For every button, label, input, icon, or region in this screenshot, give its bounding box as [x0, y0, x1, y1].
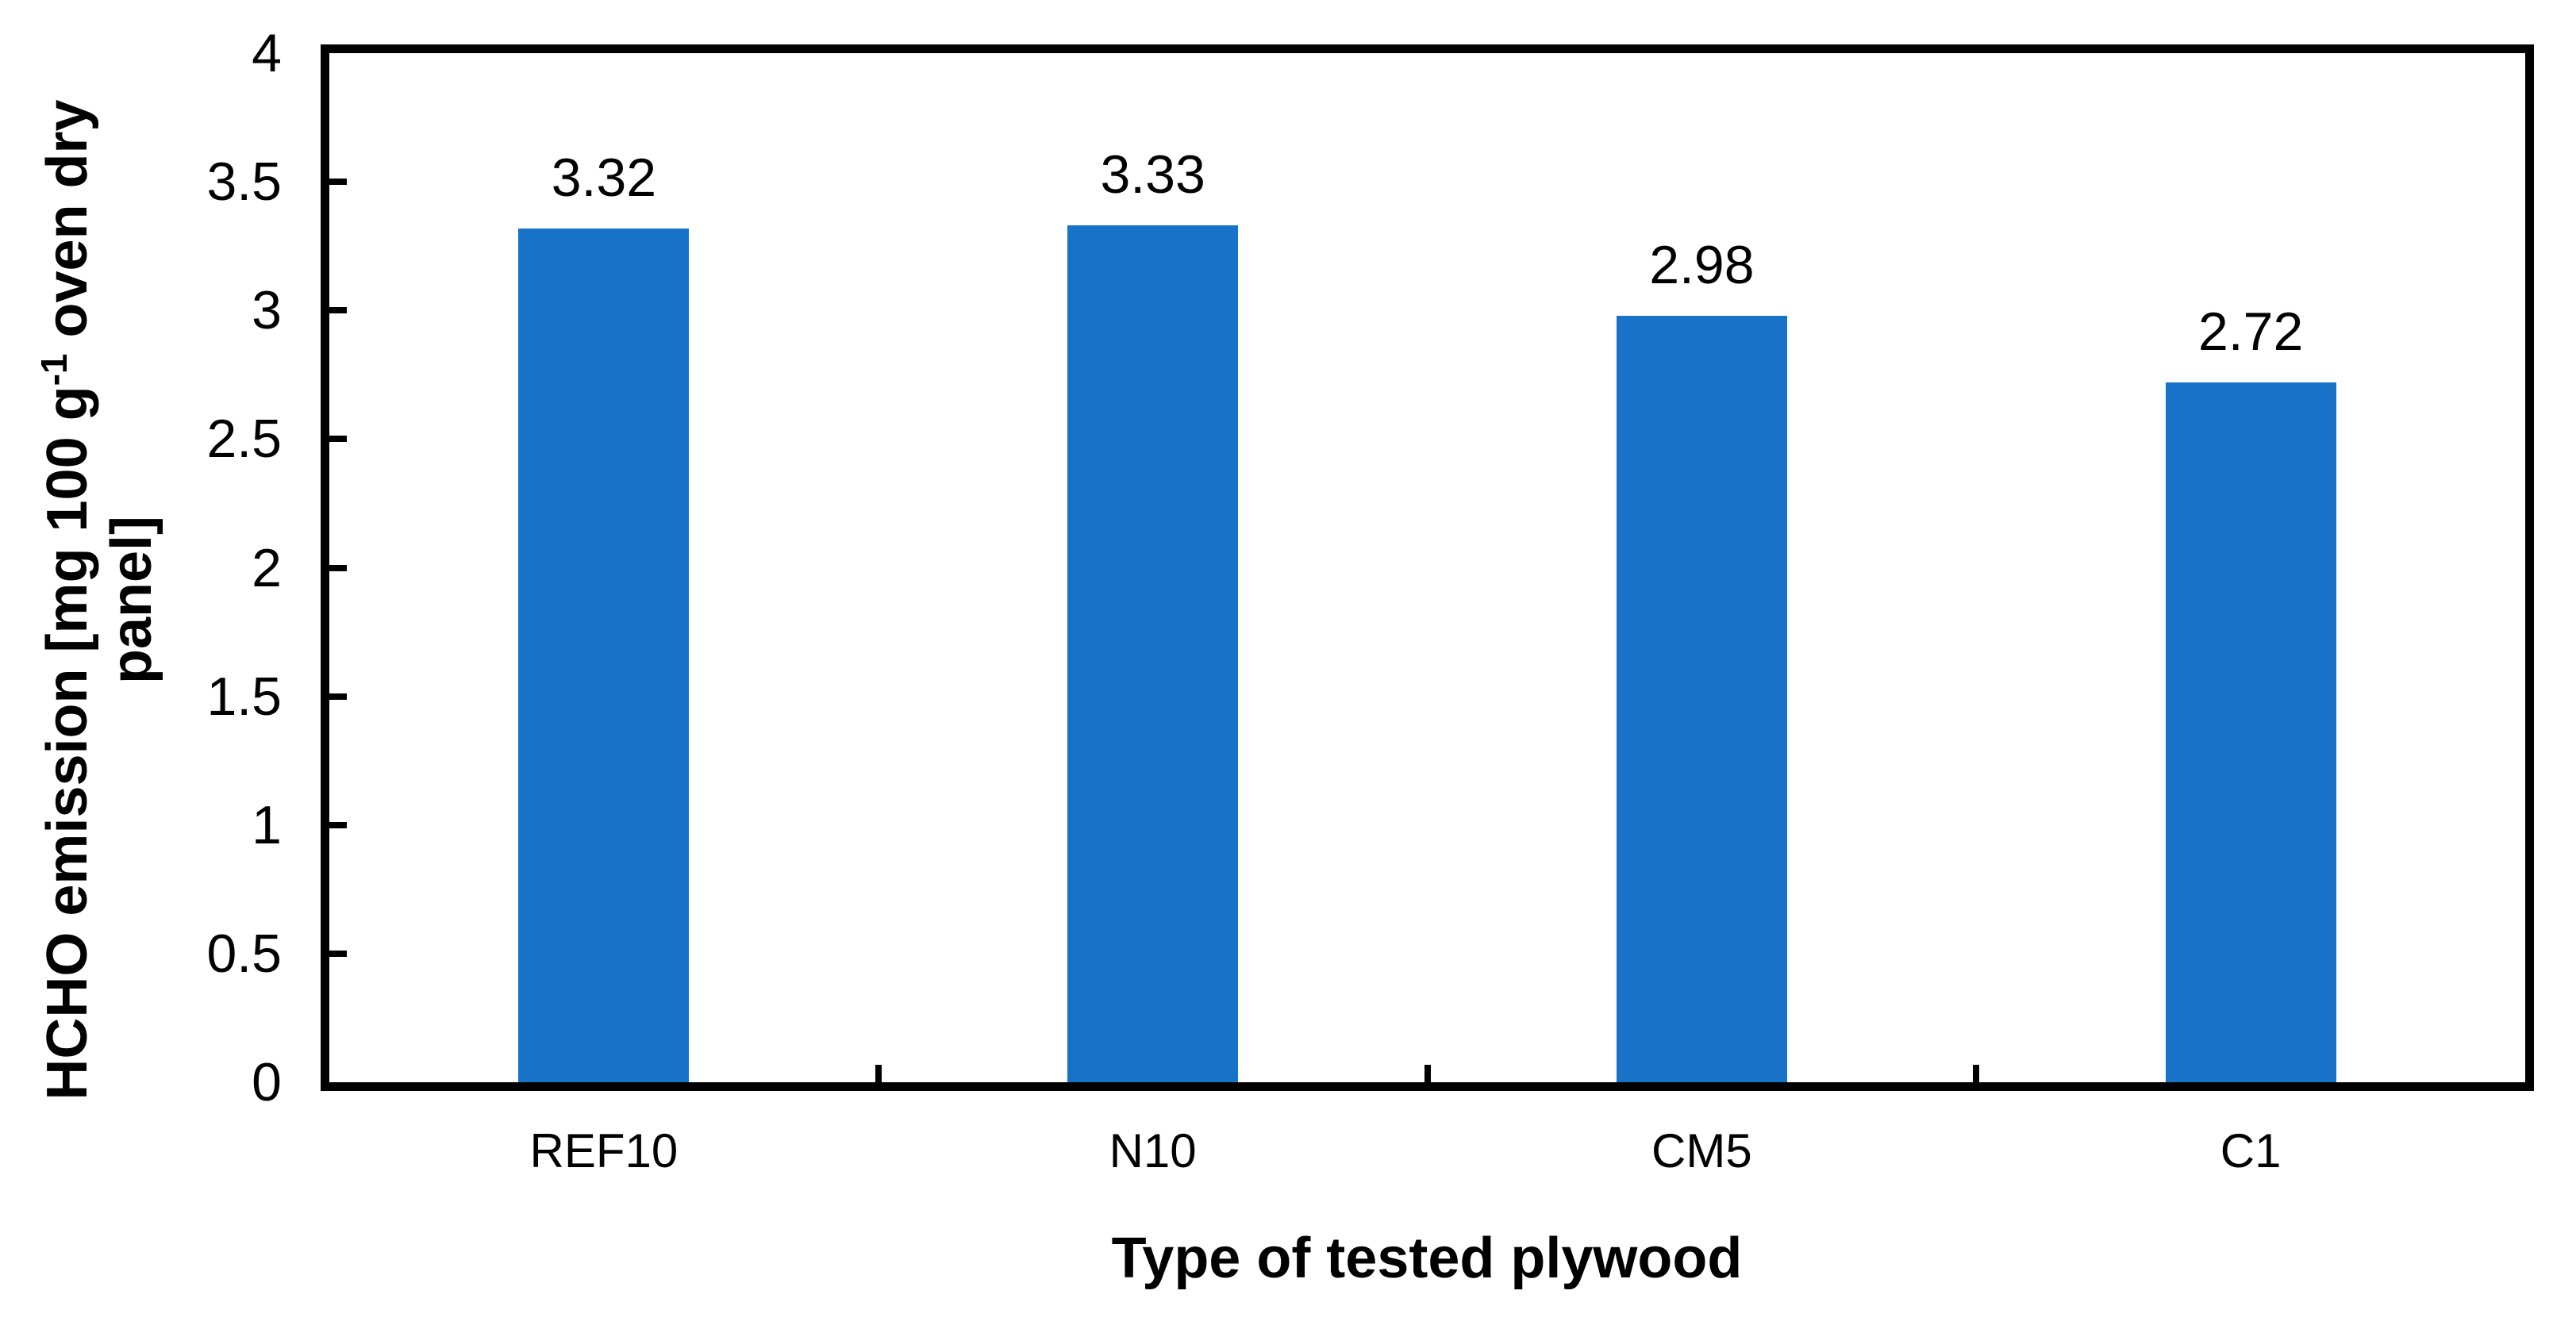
y-axis-tick-2.5 — [329, 436, 347, 443]
bar-value-label-REF10: 3.32 — [551, 147, 657, 208]
y-axis-tick-0.5 — [329, 950, 347, 957]
y-axis-tick-label-2.5: 2.5 — [206, 409, 282, 470]
bar-value-label-N10: 3.33 — [1100, 144, 1205, 205]
x-axis-category-label-C1: C1 — [2220, 1124, 2282, 1177]
x-axis-tick-boundary-3 — [1973, 1065, 1980, 1082]
y-axis-tick-label-2: 2 — [252, 537, 282, 598]
y-axis-tick-1 — [329, 821, 347, 828]
y-axis-tick-1.5 — [329, 693, 347, 700]
y-axis-tick-3.5 — [329, 179, 347, 186]
y-axis-tick-2 — [329, 564, 347, 571]
bar-value-label-CM5: 2.98 — [1649, 234, 1755, 295]
bar-REF10 — [518, 228, 690, 1082]
y-axis-tick-label-4: 4 — [252, 23, 282, 83]
y-axis-tick-label-0: 0 — [252, 1052, 282, 1112]
x-axis-tick-boundary-1 — [875, 1065, 882, 1082]
plot-area: 3.32 3.33 2.98 2.72 — [321, 44, 2534, 1091]
x-axis-tick-boundary-2 — [1424, 1065, 1431, 1082]
x-axis-category-label-REF10: REF10 — [529, 1124, 679, 1177]
x-axis-category-label-CM5: CM5 — [1651, 1124, 1752, 1177]
y-axis-tick-label-3: 3 — [252, 280, 282, 341]
x-axis-category-label-N10: N10 — [1109, 1124, 1197, 1177]
bar-C1 — [2165, 382, 2336, 1082]
y-axis-tick-label-0.5: 0.5 — [206, 923, 282, 984]
y-axis-tick-label-1: 1 — [252, 794, 282, 855]
bar-CM5 — [1616, 315, 1787, 1082]
superscript-minus-one: -1 — [33, 353, 75, 386]
y-axis-tick-label-1.5: 1.5 — [206, 666, 282, 727]
x-axis-title: Type of tested plywood — [1111, 1227, 1743, 1290]
bar-value-label-C1: 2.72 — [2197, 302, 2304, 363]
bar-N10 — [1067, 225, 1239, 1082]
y-axis-tick-label-3.5: 3.5 — [206, 152, 282, 213]
y-axis-tick-3 — [329, 307, 347, 314]
